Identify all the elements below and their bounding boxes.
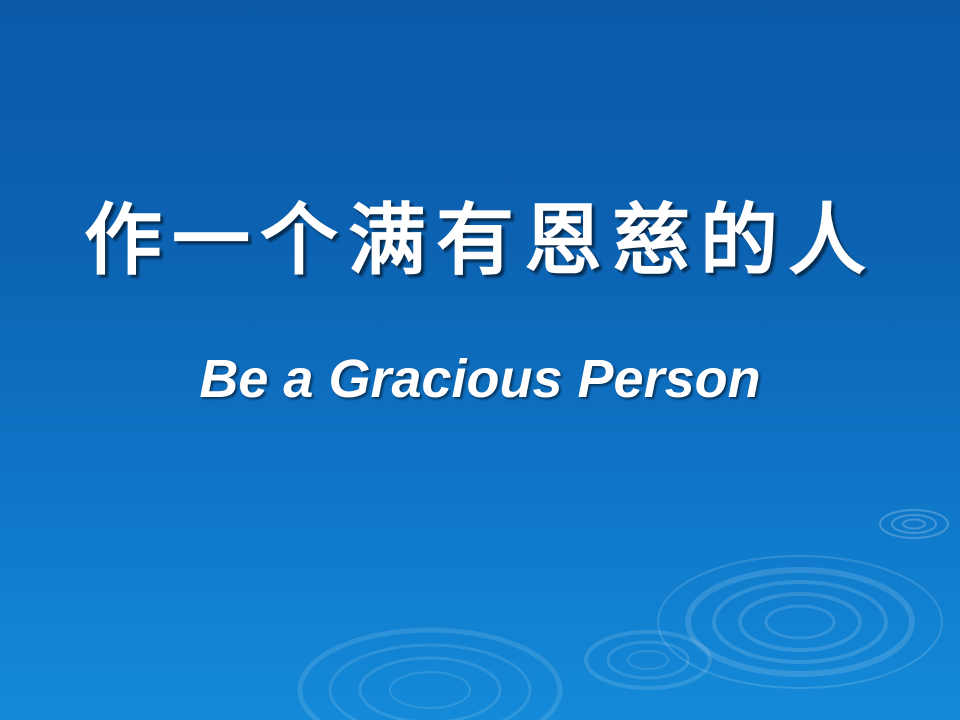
ripple-medium bbox=[584, 630, 712, 690]
ripple-large bbox=[657, 555, 943, 689]
slide-title-chinese: 作一个满有恩慈的人 bbox=[83, 195, 876, 286]
slide-title-english: Be a Gracious Person bbox=[199, 349, 761, 409]
ripple-bottom bbox=[297, 627, 563, 720]
ripple-small bbox=[879, 509, 949, 539]
